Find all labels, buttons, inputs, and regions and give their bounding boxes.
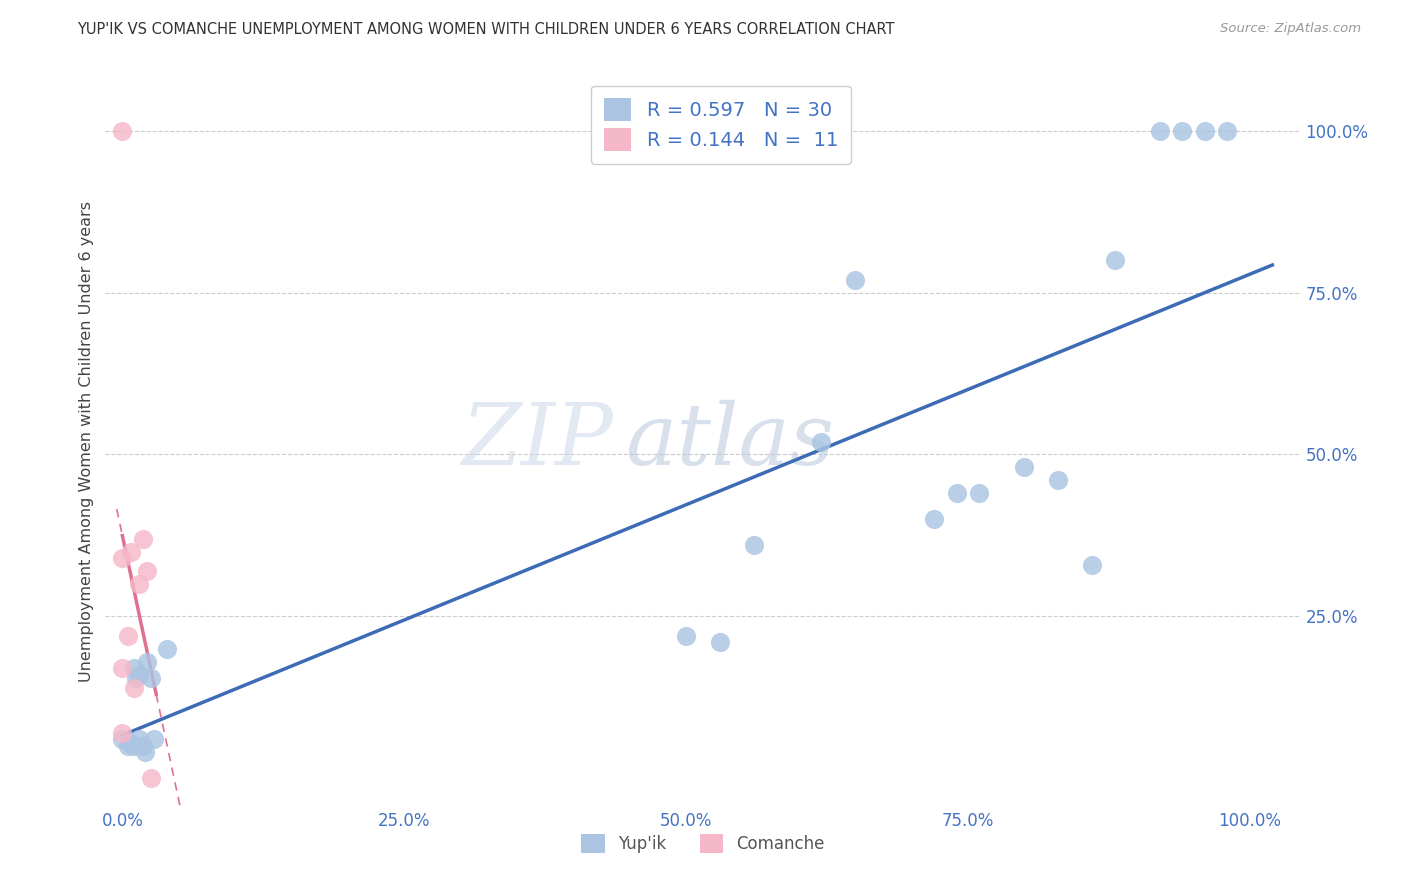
Point	[128, 577, 150, 591]
Y-axis label: Unemployment Among Women with Children Under 6 years: Unemployment Among Women with Children U…	[79, 201, 94, 682]
Point	[131, 739, 153, 753]
Point	[1047, 474, 1070, 488]
Point	[1216, 124, 1239, 138]
Point	[111, 124, 134, 138]
Point	[128, 732, 150, 747]
Point	[1171, 124, 1194, 138]
Point	[142, 732, 165, 747]
Point	[156, 641, 179, 656]
Point	[111, 726, 134, 740]
Point	[134, 745, 156, 759]
Point	[136, 564, 159, 578]
Point	[125, 671, 148, 685]
Point	[1149, 124, 1171, 138]
Text: atlas: atlas	[626, 401, 834, 483]
Point	[111, 661, 134, 675]
Point	[122, 739, 145, 753]
Legend: Yup'ik, Comanche: Yup'ik, Comanche	[574, 825, 832, 861]
Text: Source: ZipAtlas.com: Source: ZipAtlas.com	[1220, 22, 1361, 36]
Point	[810, 434, 832, 449]
Point	[131, 532, 153, 546]
Point	[120, 544, 142, 558]
Point	[111, 551, 134, 566]
Point	[1081, 558, 1104, 572]
Point	[122, 661, 145, 675]
Text: YUP'IK VS COMANCHE UNEMPLOYMENT AMONG WOMEN WITH CHILDREN UNDER 6 YEARS CORRELAT: YUP'IK VS COMANCHE UNEMPLOYMENT AMONG WO…	[77, 22, 894, 37]
Point	[1104, 253, 1126, 268]
Point	[128, 667, 150, 681]
Point	[117, 629, 139, 643]
Point	[111, 732, 134, 747]
Point	[709, 635, 731, 649]
Point	[967, 486, 990, 500]
Point	[1194, 124, 1216, 138]
Point	[922, 512, 945, 526]
Point	[117, 739, 139, 753]
Point	[675, 629, 697, 643]
Point	[139, 771, 162, 785]
Text: ZIP: ZIP	[461, 401, 613, 483]
Point	[136, 655, 159, 669]
Point	[139, 671, 162, 685]
Point	[742, 538, 765, 552]
Point	[844, 273, 866, 287]
Point	[945, 486, 967, 500]
Point	[120, 735, 142, 749]
Point	[1014, 460, 1036, 475]
Point	[122, 681, 145, 695]
